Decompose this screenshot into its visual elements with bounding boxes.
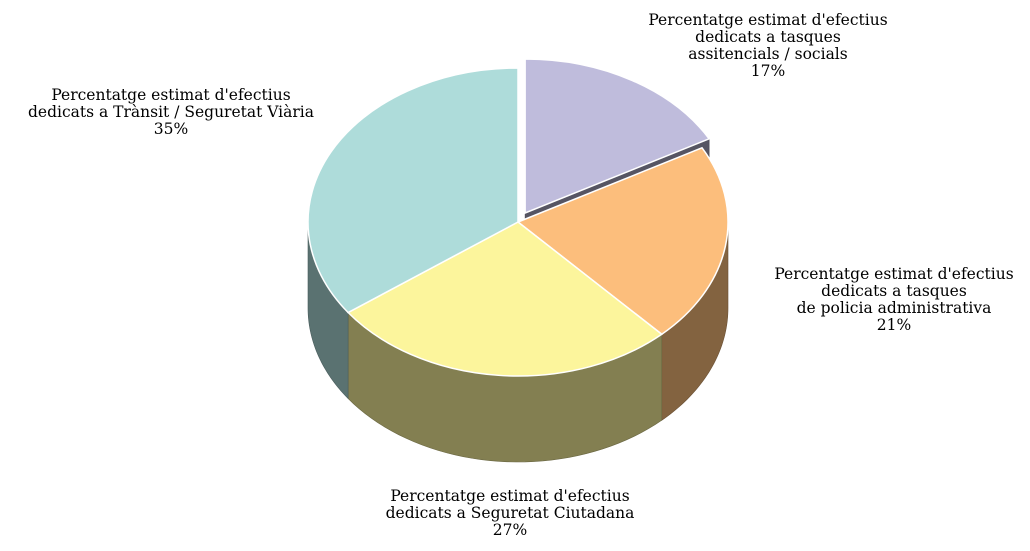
pie-top-layer [307, 58, 729, 377]
pie-slice-2 [346, 221, 664, 377]
slice-label-line: Percentatge estimat d'efectius [51, 86, 291, 104]
slice-label-line: Percentatge estimat d'efectius [648, 11, 888, 29]
slice-value-label: 35% [153, 120, 189, 138]
slice-label-seguretat-ciutadana: Percentatge estimat d'efectius dedicats … [360, 488, 660, 539]
slice-label-line: dedicats a Seguretat Ciutadana [385, 504, 635, 522]
slice-label-policia-administrativa: Percentatge estimat d'efectius dedicats … [752, 266, 1030, 334]
slice-label-line: dedicats a tasques [695, 28, 841, 46]
slice-label-line: dedicats a tasques [821, 282, 967, 300]
slice-label-line: assitencials / socials [688, 45, 848, 63]
slice-label-line: de policia administrativa [796, 299, 992, 317]
slice-value-label: 27% [492, 521, 528, 539]
pie-slice-0 [524, 58, 711, 215]
slice-value-label: 21% [876, 316, 912, 334]
slice-label-socials: Percentatge estimat d'efectius dedicats … [618, 12, 918, 80]
pie-slice-1 [516, 146, 729, 336]
slice-label-transit: Percentatge estimat d'efectius dedicats … [6, 87, 336, 138]
slice-label-line: dedicats a Trànsit / Seguretat Viària [28, 103, 314, 121]
slice-label-line: Percentatge estimat d'efectius [774, 265, 1014, 283]
pie-slice-3 [307, 67, 519, 314]
slice-label-line: Percentatge estimat d'efectius [390, 487, 630, 505]
slice-value-label: 17% [750, 62, 786, 80]
